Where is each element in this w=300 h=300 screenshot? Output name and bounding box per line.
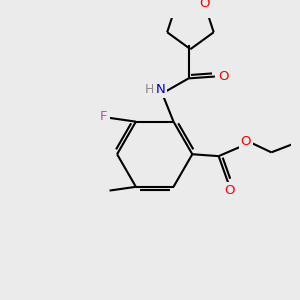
Text: O: O [225,184,235,197]
Text: O: O [200,0,210,11]
Text: N: N [155,83,165,96]
Text: O: O [241,135,251,148]
Text: F: F [100,110,108,124]
Text: O: O [218,70,229,83]
Text: H: H [144,83,154,96]
